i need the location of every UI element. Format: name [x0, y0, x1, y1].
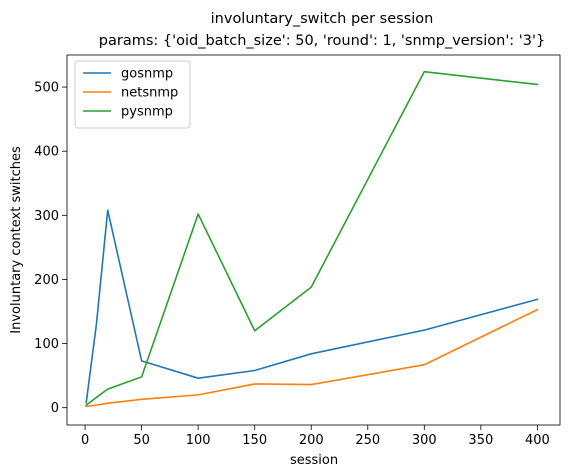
plot-area: 0 50 100 150 200 250 300 350 400 0 100 200 300 400 500 — [34, 54, 561, 448]
x-tick-label: 350 — [468, 433, 493, 448]
x-tick-label: 250 — [355, 433, 380, 448]
x-tick-label: 400 — [525, 433, 550, 448]
x-tick-label: 50 — [133, 433, 150, 448]
y-tick-label: 300 — [34, 209, 59, 224]
series-line-gosnmp — [85, 209, 539, 404]
y-tick-label: 400 — [34, 145, 59, 160]
x-tick-label: 300 — [412, 433, 437, 448]
series-line-netsnmp — [85, 308, 539, 408]
legend-label-netsnmp: netsnmp — [121, 86, 178, 101]
legend-label-pysnmp: pysnmp — [121, 105, 173, 120]
y-tick-label: 0 — [51, 401, 59, 416]
plot-frame — [66, 54, 561, 426]
x-tick-label: 200 — [299, 433, 324, 448]
y-tick-label: 100 — [34, 337, 59, 352]
chart-subtitle: params: {'oid_batch_size': 50, 'round': … — [99, 33, 545, 49]
y-axis-label: Involuntary context switches — [9, 146, 24, 334]
chart-title: involuntary_switch per session — [211, 11, 434, 27]
x-tick-label: 100 — [186, 433, 211, 448]
legend: gosnmp netsnmp pysnmp — [74, 60, 191, 129]
x-tick-label: 0 — [81, 433, 89, 448]
legend-label-gosnmp: gosnmp — [121, 67, 173, 82]
series-line-pysnmp — [85, 70, 539, 407]
y-tick-label: 200 — [34, 273, 59, 288]
x-tick-label: 150 — [242, 433, 267, 448]
y-tick-label: 500 — [34, 81, 59, 96]
x-axis-label: session — [290, 453, 338, 468]
